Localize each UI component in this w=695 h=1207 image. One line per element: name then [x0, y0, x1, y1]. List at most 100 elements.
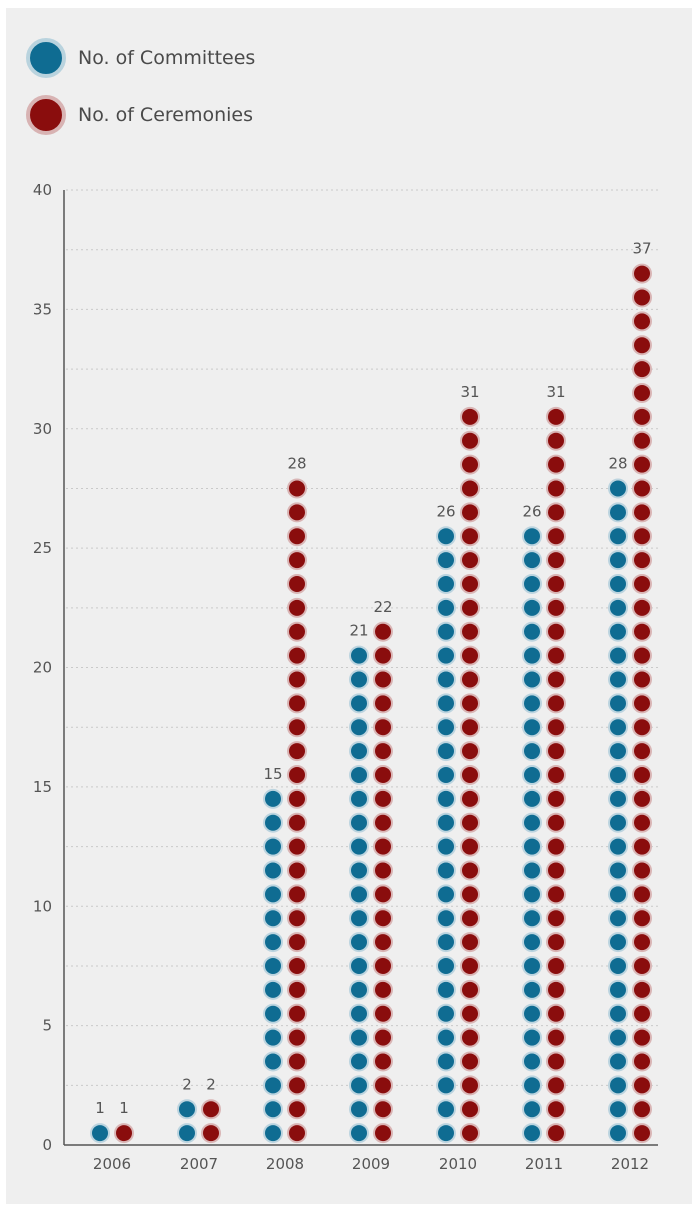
data-dot — [287, 1099, 307, 1120]
data-dot — [546, 860, 566, 881]
data-dot — [349, 764, 369, 785]
data-dot — [546, 621, 566, 642]
data-dot — [373, 1099, 393, 1120]
data-dot — [546, 645, 566, 666]
data-dot — [287, 764, 307, 785]
data-label: 15 — [263, 765, 282, 783]
data-dot — [460, 932, 480, 953]
data-dot — [436, 764, 456, 785]
data-dot — [632, 1099, 652, 1120]
data-dot — [349, 669, 369, 690]
data-dot — [263, 1123, 283, 1144]
data-dot — [608, 908, 628, 929]
data-dot — [522, 932, 542, 953]
dot-column — [522, 526, 542, 1144]
legend-label-ceremonies: No. of Ceremonies — [78, 104, 254, 126]
data-dot — [522, 1003, 542, 1024]
data-dot — [608, 955, 628, 976]
data-dot — [608, 812, 628, 833]
data-label: 28 — [287, 455, 306, 473]
data-dot — [436, 860, 456, 881]
data-dot — [632, 335, 652, 356]
data-label: 21 — [349, 622, 368, 640]
legend-item-ceremonies: No. of Ceremonies — [26, 90, 253, 140]
data-dot — [349, 812, 369, 833]
data-dot — [632, 645, 652, 666]
data-dot — [460, 884, 480, 905]
data-dot — [632, 741, 652, 762]
data-dot — [632, 573, 652, 594]
data-dot — [349, 1027, 369, 1048]
data-dot — [349, 955, 369, 976]
data-dot — [436, 741, 456, 762]
data-dot — [608, 1003, 628, 1024]
data-dot — [632, 502, 652, 523]
data-dot — [349, 1075, 369, 1096]
data-dot — [632, 1051, 652, 1072]
data-dot — [632, 478, 652, 499]
data-dot — [632, 955, 652, 976]
data-dot — [263, 836, 283, 857]
data-dot — [522, 621, 542, 642]
data-dot — [460, 1003, 480, 1024]
data-dot — [373, 812, 393, 833]
data-dot — [436, 932, 456, 953]
data-dot — [546, 836, 566, 857]
data-dot — [546, 812, 566, 833]
data-dot — [436, 526, 456, 547]
data-dot — [349, 693, 369, 714]
data-dot — [546, 1099, 566, 1120]
data-dot — [608, 741, 628, 762]
data-dot — [632, 788, 652, 809]
data-dot — [349, 1051, 369, 1072]
data-dot — [460, 454, 480, 475]
data-dot — [436, 573, 456, 594]
data-dot — [436, 1075, 456, 1096]
data-dot — [287, 908, 307, 929]
y-tick-label: 20 — [33, 659, 52, 677]
data-dot — [460, 430, 480, 451]
data-dot — [632, 693, 652, 714]
data-dot — [632, 860, 652, 881]
dot-column — [114, 1123, 134, 1144]
data-dot — [608, 669, 628, 690]
data-dot — [263, 1003, 283, 1024]
data-dot — [460, 669, 480, 690]
data-dot — [287, 597, 307, 618]
data-dot — [632, 430, 652, 451]
data-dot — [608, 788, 628, 809]
legend-swatch-committees — [26, 38, 66, 78]
data-dot — [522, 812, 542, 833]
dot-column — [436, 526, 456, 1144]
data-dot — [436, 812, 456, 833]
data-dot — [522, 741, 542, 762]
data-dot — [287, 669, 307, 690]
data-dot — [349, 1003, 369, 1024]
data-dot — [460, 597, 480, 618]
data-dot — [373, 717, 393, 738]
data-dot — [460, 860, 480, 881]
data-dot — [287, 836, 307, 857]
data-dot — [546, 788, 566, 809]
data-dot — [287, 1075, 307, 1096]
data-dot — [436, 1051, 456, 1072]
data-dot — [632, 932, 652, 953]
data-dot — [436, 669, 456, 690]
data-dot — [436, 693, 456, 714]
data-dot — [546, 693, 566, 714]
data-dot — [373, 860, 393, 881]
dot-column — [349, 645, 369, 1144]
data-label: 37 — [632, 240, 651, 258]
dot-column — [287, 478, 307, 1144]
dot-column — [373, 621, 393, 1144]
data-dot — [373, 908, 393, 929]
data-dot — [287, 741, 307, 762]
data-dot — [632, 597, 652, 618]
data-dot — [287, 812, 307, 833]
data-dot — [522, 526, 542, 547]
data-dot — [287, 932, 307, 953]
x-tick-label: 2010 — [439, 1155, 477, 1173]
data-dot — [114, 1123, 134, 1144]
data-dot — [608, 884, 628, 905]
